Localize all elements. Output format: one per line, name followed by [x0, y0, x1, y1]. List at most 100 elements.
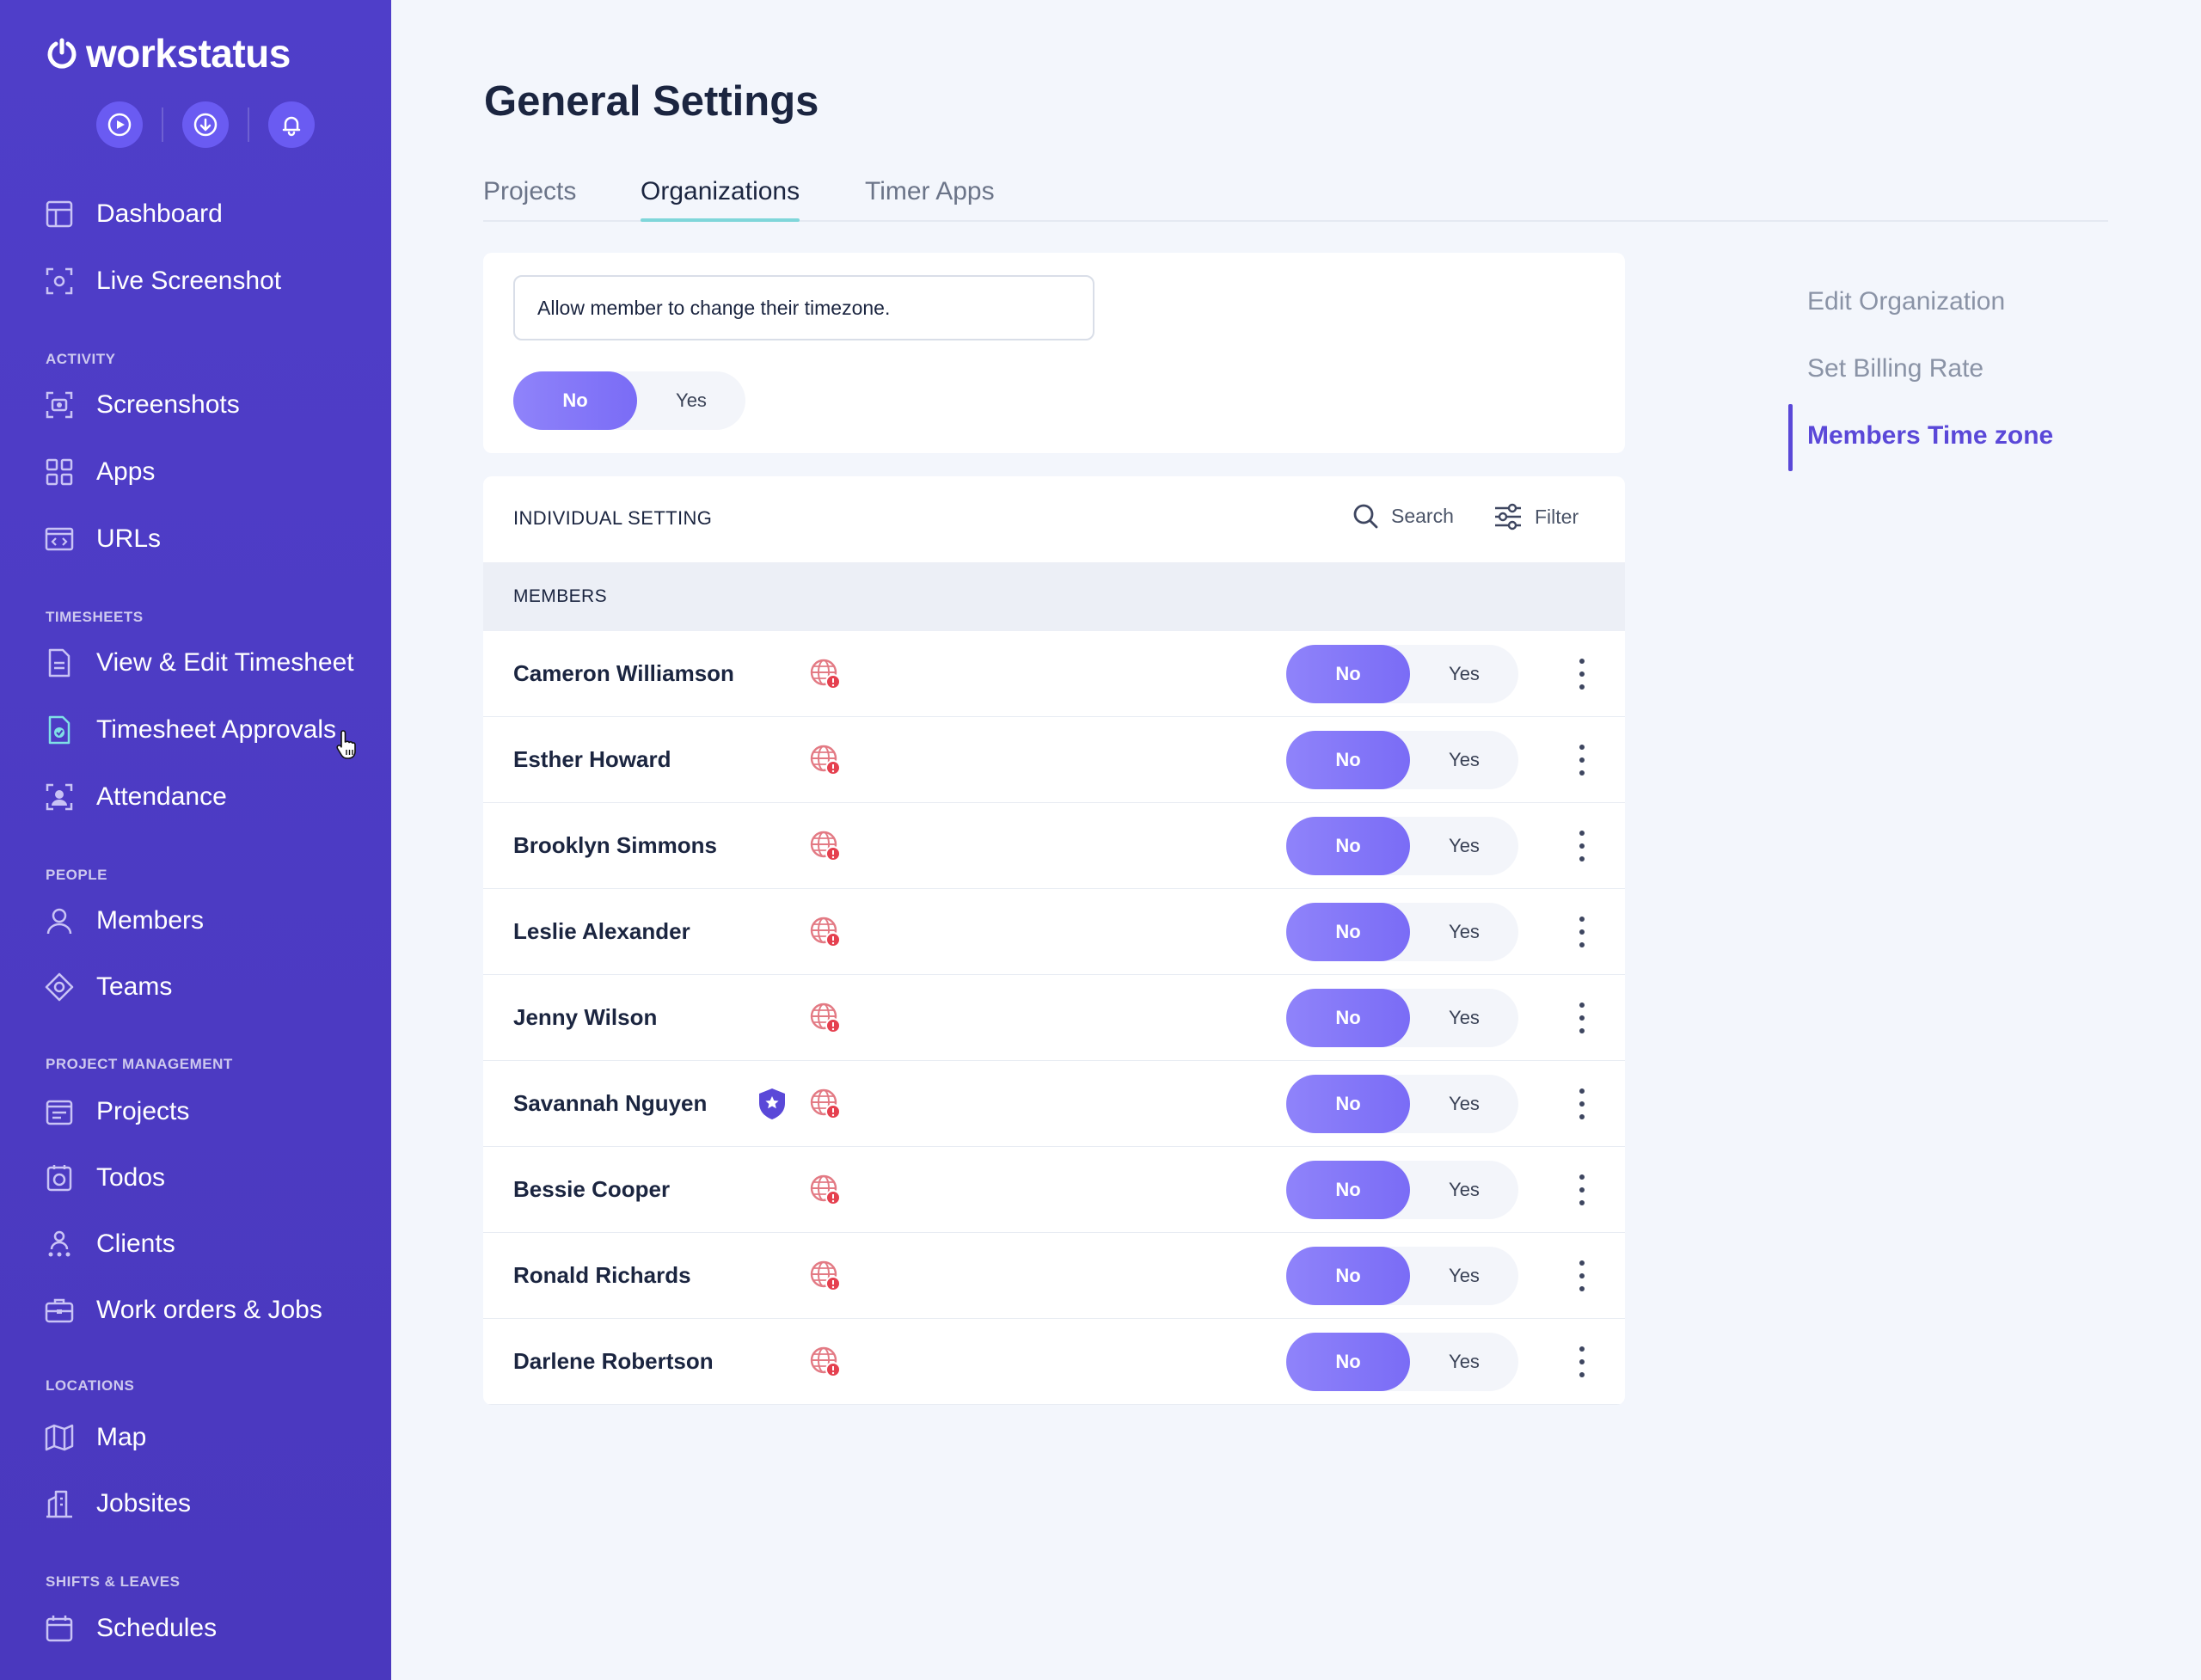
sidebar-item-label: Work orders & Jobs — [96, 1296, 322, 1324]
row-more-options-icon[interactable] — [1573, 659, 1591, 690]
toggle-no-option[interactable]: No — [1286, 1075, 1410, 1133]
toggle-no-option[interactable]: No — [1286, 903, 1410, 961]
row-more-options-icon[interactable] — [1573, 917, 1591, 947]
search-button[interactable]: Search — [1352, 502, 1454, 530]
section-project-management: PROJECT MANAGEMENT — [46, 1056, 233, 1072]
sidebar-item-map[interactable]: Map — [43, 1416, 146, 1459]
toggle-yes-option[interactable]: Yes — [1449, 1265, 1480, 1286]
sidebar-item-attendance[interactable]: Attendance — [43, 776, 227, 819]
filter-sliders-icon — [1495, 503, 1521, 530]
sidebar-item-view-edit-timesheet[interactable]: View & Edit Timesheet — [43, 641, 354, 684]
row-more-options-icon[interactable] — [1573, 1088, 1591, 1119]
sidebar-item-apps[interactable]: Apps — [43, 451, 155, 494]
members-column-header: MEMBERS — [483, 562, 1625, 631]
sidebar-item-label: Projects — [96, 1097, 190, 1125]
sidebar-item-urls[interactable]: URLs — [43, 518, 161, 561]
sidebar-item-label: URLs — [96, 524, 162, 553]
nav-edit-organization[interactable]: Edit Organization — [1807, 287, 2006, 316]
setting-question: Allow member to change their timezone. — [513, 275, 1094, 340]
section-timesheets: TIMESHEETS — [46, 609, 144, 625]
toggle-no-option[interactable]: No — [1286, 1161, 1410, 1219]
section-activity: ACTIVITY — [46, 351, 116, 367]
toggle-yes-option[interactable]: Yes — [1449, 1351, 1480, 1372]
calendar-icon — [46, 1616, 73, 1642]
toggle-yes-option[interactable]: Yes — [1449, 1007, 1480, 1028]
toggle-no-option[interactable]: No — [1286, 817, 1410, 875]
timezone-warning-globe-icon[interactable] — [808, 829, 843, 863]
sidebar-item-label: Clients — [96, 1229, 175, 1258]
row-more-options-icon[interactable] — [1573, 1174, 1591, 1205]
timezone-warning-globe-icon[interactable] — [808, 657, 843, 691]
sidebar-item-schedules[interactable]: Schedules — [43, 1607, 217, 1650]
clients-icon — [48, 1230, 71, 1257]
timezone-warning-globe-icon[interactable] — [808, 1345, 843, 1379]
brand-logo[interactable]: workstatus — [45, 29, 291, 77]
row-more-options-icon[interactable] — [1573, 831, 1591, 861]
toggle-yes-option[interactable]: Yes — [1449, 921, 1480, 942]
sidebar-item-label: Members — [96, 906, 205, 935]
sidebar-item-work-orders[interactable]: Work orders & Jobs — [43, 1289, 322, 1332]
sidebar-item-live-screenshot[interactable]: Live Screenshot — [43, 260, 281, 303]
sidebar-item-projects[interactable]: Projects — [43, 1090, 189, 1133]
toggle-no-option[interactable]: No — [1286, 1333, 1410, 1391]
table-row: Leslie Alexander No Yes — [483, 889, 1625, 975]
download-button[interactable] — [182, 101, 229, 148]
sidebar-item-timesheet-approvals[interactable]: Timesheet Approvals — [43, 708, 336, 751]
sidebar-item-dashboard[interactable]: Dashboard — [43, 193, 223, 236]
nav-set-billing-rate[interactable]: Set Billing Rate — [1807, 354, 1984, 383]
brand-name: workstatus — [86, 31, 291, 76]
toggle-yes-option[interactable]: Yes — [676, 389, 707, 411]
toggle-no-option[interactable]: No — [1286, 989, 1410, 1047]
tab-organizations[interactable]: Organizations — [641, 177, 800, 222]
sidebar-item-label: Map — [96, 1423, 147, 1451]
toggle-no-option[interactable]: No — [513, 371, 637, 430]
timezone-warning-globe-icon[interactable] — [808, 743, 843, 777]
timezone-warning-globe-icon[interactable] — [808, 1001, 843, 1035]
toggle-yes-option[interactable]: Yes — [1449, 663, 1480, 684]
sidebar-item-label: Timesheet Approvals — [96, 715, 337, 744]
tab-timer-apps[interactable]: Timer Apps — [865, 177, 995, 205]
toggle-yes-option[interactable]: Yes — [1449, 1179, 1480, 1200]
play-button[interactable] — [96, 101, 143, 148]
table-row: Jenny Wilson No Yes — [483, 975, 1625, 1061]
member-name: Leslie Alexander — [513, 918, 690, 944]
tab-projects[interactable]: Projects — [483, 177, 577, 205]
sidebar-item-members[interactable]: Members — [43, 899, 204, 942]
member-timezone-toggle: No Yes — [1286, 1247, 1518, 1305]
timezone-warning-globe-icon[interactable] — [808, 1259, 843, 1293]
sidebar-item-jobsites[interactable]: Jobsites — [43, 1482, 191, 1525]
sidebar-item-teams[interactable]: Teams — [43, 966, 172, 1009]
admin-shield-icon — [757, 1087, 788, 1121]
row-more-options-icon[interactable] — [1573, 1346, 1591, 1377]
sidebar-item-screenshots[interactable]: Screenshots — [43, 383, 240, 426]
sidebar-item-label: Teams — [96, 972, 173, 1001]
timezone-warning-globe-icon[interactable] — [808, 1173, 843, 1207]
toggle-no-option[interactable]: No — [1286, 1247, 1410, 1305]
nav-members-time-zone[interactable]: Members Time zone — [1807, 421, 2054, 450]
row-more-options-icon[interactable] — [1573, 1002, 1591, 1033]
row-more-options-icon[interactable] — [1573, 745, 1591, 776]
timezone-warning-globe-icon[interactable] — [808, 915, 843, 949]
sidebar: workstatus Dashboard Live Screenshot ACT… — [0, 0, 391, 1680]
member-timezone-toggle: No Yes — [1286, 1161, 1518, 1219]
sidebar-item-clients[interactable]: Clients — [43, 1223, 175, 1266]
teams-icon — [45, 972, 74, 1002]
settings-tabs: Projects Organizations Timer Apps — [483, 172, 2108, 222]
section-people: PEOPLE — [46, 867, 107, 883]
download-icon — [193, 113, 218, 137]
toggle-yes-option[interactable]: Yes — [1449, 749, 1480, 770]
notifications-button[interactable] — [268, 101, 315, 148]
toggle-yes-option[interactable]: Yes — [1449, 835, 1480, 856]
toggle-yes-option[interactable]: Yes — [1449, 1093, 1480, 1114]
sidebar-item-todos[interactable]: Todos — [43, 1156, 165, 1199]
toggle-no-option[interactable]: No — [1286, 731, 1410, 789]
page-title: General Settings — [484, 78, 819, 125]
member-name: Brooklyn Simmons — [513, 832, 717, 858]
code-window-icon — [45, 527, 74, 551]
member-timezone-toggle: No Yes — [1286, 1075, 1518, 1133]
timezone-warning-globe-icon[interactable] — [808, 1087, 843, 1121]
member-timezone-toggle: No Yes — [1286, 989, 1518, 1047]
row-more-options-icon[interactable] — [1573, 1260, 1591, 1291]
filter-button[interactable]: Filter — [1493, 502, 1579, 531]
toggle-no-option[interactable]: No — [1286, 645, 1410, 703]
